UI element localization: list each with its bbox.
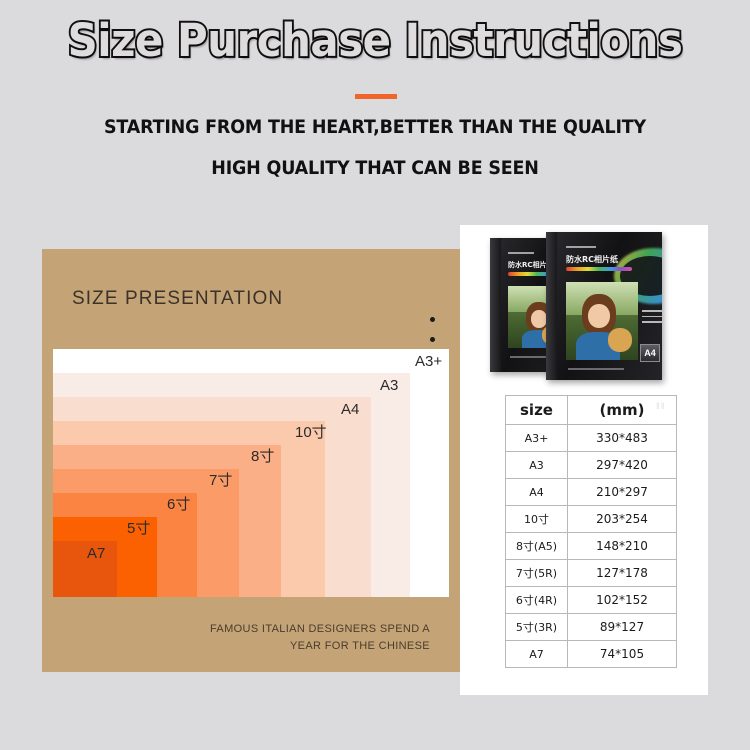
size-label-10寸: 10寸 <box>295 424 327 441</box>
feature-bullets <box>642 310 662 327</box>
cell-mm: 330*483 <box>567 424 677 452</box>
cell-size: A3 <box>505 451 568 479</box>
cell-size: 8寸(A5) <box>505 532 568 560</box>
panel-caption-line-2: YEAR FOR THE CHINESE <box>289 640 430 652</box>
cell-size: A4 <box>505 478 568 506</box>
table-row: 8寸(A5) 148*210 <box>505 532 677 560</box>
page-title: Size Purchase Instructions <box>66 12 685 69</box>
photo-child-face <box>531 310 547 328</box>
size-label-8寸: 8寸 <box>251 448 275 465</box>
box-spine <box>546 232 557 380</box>
table-row: 7寸(5R) 127*178 <box>505 559 677 587</box>
rainbow-bar <box>566 267 632 271</box>
decorative-dots <box>430 317 440 357</box>
brand-line <box>566 246 596 248</box>
product-info-panel: 防水RC相片纸 防水RC相片纸 <box>460 225 708 695</box>
size-table: size (mm) A3+ 330*483 A3 297*420 A4 210*297 10… <box>505 395 677 668</box>
title-divider <box>355 94 397 99</box>
box-title-back: 防水RC相片纸 <box>508 261 554 269</box>
table-header-row: size (mm) <box>505 395 677 425</box>
cell-size: A7 <box>505 640 568 668</box>
table-row: 6寸(4R) 102*152 <box>505 586 677 614</box>
size-label-A4: A4 <box>341 401 360 418</box>
brand-line <box>508 252 534 254</box>
dot-icon <box>430 317 435 322</box>
table-watermark: ‖‖ <box>656 401 666 411</box>
size-label-6寸: 6寸 <box>167 496 191 513</box>
size-label-7寸: 7寸 <box>209 472 233 489</box>
subtitle-secondary: HIGH QUALITY THAT CAN BE SEEN <box>211 157 539 179</box>
photo-paper-box-front: 防水RC相片纸 A4 <box>546 232 662 380</box>
page-header: Size Purchase Instructions STARTING FROM… <box>0 0 750 200</box>
dot-icon <box>430 337 435 342</box>
box-footer-line <box>510 356 558 358</box>
table-row: A4 210*297 <box>505 478 677 506</box>
rainbow-bar <box>508 272 566 276</box>
cell-size: 6寸(4R) <box>505 586 568 614</box>
size-label-A3: A3 <box>380 377 399 394</box>
cell-mm: 210*297 <box>567 478 677 506</box>
cell-size: 5寸(3R) <box>505 613 568 641</box>
box-footer-line <box>568 368 624 370</box>
cell-size: 7寸(5R) <box>505 559 568 587</box>
size-presentation-panel: SIZE PRESENTATION A3+ A3 A4 10寸 8寸 7寸 6寸 5寸 A7 F… <box>42 249 460 672</box>
box-title-front: 防水RC相片纸 <box>566 255 619 264</box>
cell-mm: 89*127 <box>567 613 677 641</box>
cell-mm: 148*210 <box>567 532 677 560</box>
size-label-5寸: 5寸 <box>127 520 151 537</box>
cell-mm: 102*152 <box>567 586 677 614</box>
table-header-mm: (mm) <box>567 395 677 425</box>
size-badge: A4 <box>640 344 660 362</box>
panel-caption: FAMOUS ITALIAN DESIGNERS SPEND A YEAR FO… <box>182 621 430 655</box>
cell-mm: 297*420 <box>567 451 677 479</box>
size-label-A7: A7 <box>87 545 106 562</box>
cell-mm: 127*178 <box>567 559 677 587</box>
box-photo-front <box>566 282 638 360</box>
photo-child-face <box>588 304 610 328</box>
subtitle-primary: STARTING FROM THE HEART,BETTER THAN THE … <box>103 116 646 138</box>
cell-mm: 203*254 <box>567 505 677 533</box>
cell-size: A3+ <box>505 424 568 452</box>
photo-dog <box>608 328 632 352</box>
size-label-A3+: A3+ <box>415 353 443 370</box>
table-row: A7 74*105 <box>505 640 677 668</box>
table-row: 5寸(3R) 89*127 <box>505 613 677 641</box>
product-packaging-image: 防水RC相片纸 防水RC相片纸 <box>468 230 700 385</box>
size-presentation-heading: SIZE PRESENTATION <box>72 288 284 309</box>
cell-size: 10寸 <box>505 505 568 533</box>
panel-caption-line-1: FAMOUS ITALIAN DESIGNERS SPEND A <box>209 623 430 635</box>
size-rect-A7 <box>53 541 117 597</box>
table-row: A3+ 330*483 <box>505 424 677 452</box>
cell-mm: 74*105 <box>567 640 677 668</box>
box-spine <box>490 238 501 372</box>
table-row: 10寸 203*254 <box>505 505 677 533</box>
table-row: A3 297*420 <box>505 451 677 479</box>
size-comparison-diagram: A3+ A3 A4 10寸 8寸 7寸 6寸 5寸 A7 <box>53 349 449 597</box>
table-header-size: size <box>505 395 568 425</box>
